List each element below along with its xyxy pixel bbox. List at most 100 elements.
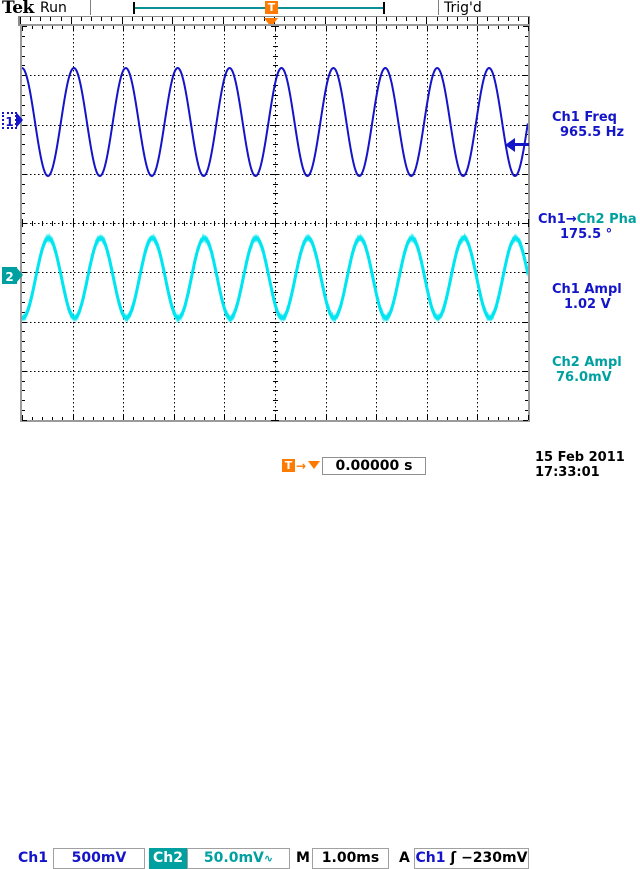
graticule-edge-tick	[447, 26, 448, 29]
graticule-center-tick	[271, 125, 279, 126]
graticule-edge-tick	[525, 203, 528, 204]
ruler-tick	[183, 17, 184, 21]
measurement-ch1-ch2-phase[interactable]: Ch1→Ch2 Pha 175.5 °	[538, 212, 637, 242]
graticule-center-tick	[366, 221, 367, 226]
graticule-center-tick	[273, 56, 278, 57]
graticule-edge-tick	[386, 26, 387, 29]
ruler-tick	[508, 17, 509, 21]
graticule-center-tick	[518, 221, 519, 226]
graticule-center-tick	[73, 219, 74, 227]
graticule-center-tick	[447, 221, 448, 226]
graticule-center-tick	[273, 105, 278, 106]
graticule-edge-tick	[525, 154, 528, 155]
ch1-setting-label[interactable]: Ch1	[18, 850, 48, 866]
graticule-edge-tick	[525, 341, 528, 342]
graticule-edge-tick	[525, 312, 528, 313]
graticule-edge-tick	[523, 75, 528, 76]
ruler-tick	[355, 17, 356, 21]
graticule-edge-tick	[376, 26, 377, 31]
trigger-settings[interactable]: Ch1 ʃ −230mV	[414, 848, 529, 869]
graticule-center-tick	[285, 221, 286, 226]
graticule-edge-tick	[22, 253, 25, 254]
status-separator-left	[90, 0, 91, 15]
ruler-tick	[518, 17, 519, 21]
ch2-vertical-scale[interactable]: 50.0mV∿	[187, 848, 290, 869]
measurement-ch1-ampl-label: Ch1 Ampl	[552, 282, 622, 297]
ruler-tick	[81, 17, 82, 21]
graticule-center-tick	[273, 154, 278, 155]
graticule-edge-tick	[22, 95, 25, 96]
graticule-center-tick	[271, 75, 279, 76]
ruler-tick	[61, 17, 62, 21]
graticule-edge-tick	[22, 174, 27, 175]
measurement-ch1-freq[interactable]: Ch1 Freq 965.5 Hz	[552, 110, 624, 140]
graticule-edge-tick	[525, 253, 528, 254]
graticule-edge-tick	[123, 26, 124, 31]
graticule-center-tick	[271, 223, 279, 224]
graticule-edge-tick	[528, 415, 529, 420]
graticule-edge-tick	[133, 26, 134, 29]
graticule-edge-tick	[22, 410, 25, 411]
graticule-center-tick	[255, 221, 256, 226]
measurement-phase-label-suffix: Ch2 Pha	[576, 212, 637, 227]
graticule-edge-tick	[326, 415, 327, 420]
top-status-bar: Tek Run Trig'd	[0, 0, 640, 18]
graticule-center-tick	[488, 221, 489, 226]
graticule-edge-tick	[214, 26, 215, 29]
graticule-center-tick	[204, 221, 205, 226]
ruler-tick	[162, 17, 163, 21]
measurement-ch2-ampl[interactable]: Ch2 Ampl 76.0mV	[552, 355, 622, 385]
trigger-level-marker[interactable]	[505, 138, 529, 152]
graticule-edge-tick	[22, 233, 25, 234]
graticule-edge-tick	[518, 417, 519, 420]
graticule-center-tick	[273, 253, 278, 254]
ch1-vertical-scale[interactable]: 500mV	[53, 848, 145, 869]
trigger-position-marker-top[interactable]: T	[265, 1, 278, 14]
graticule-center-tick	[407, 221, 408, 226]
graticule-edge-tick	[204, 26, 205, 29]
graticule-center-tick	[336, 221, 337, 226]
graticule-center-tick	[113, 221, 114, 226]
graticule-center-tick	[273, 341, 278, 342]
graticule-edge-tick	[488, 417, 489, 420]
datetime-readout: 15 Feb 2011 17:33:01	[535, 450, 625, 480]
ruler-tick	[426, 17, 427, 25]
graticule-edge-tick	[22, 75, 27, 76]
graticule-edge-tick	[525, 410, 528, 411]
horizontal-position-value[interactable]: 0.00000 s	[322, 457, 426, 475]
graticule-edge-tick	[305, 417, 306, 420]
graticule-edge-tick	[235, 417, 236, 420]
graticule-edge-tick	[174, 415, 175, 420]
graticule-edge-tick	[525, 361, 528, 362]
ch2-marker[interactable]: 2	[2, 267, 23, 284]
graticule-edge-tick	[133, 417, 134, 420]
graticule-center-tick	[164, 221, 165, 226]
graticule-edge-tick	[214, 417, 215, 420]
ch2-setting-label[interactable]: Ch2	[149, 848, 187, 869]
graticule-edge-tick	[417, 417, 418, 420]
ruler-tick	[498, 17, 499, 21]
timebase-value[interactable]: 1.00ms	[312, 848, 389, 869]
graticule-edge-tick	[477, 415, 478, 420]
graticule-edge-tick	[22, 341, 25, 342]
graticule-edge-tick	[22, 46, 25, 47]
graticule-center-tick	[376, 219, 377, 227]
graticule-edge-tick	[523, 371, 528, 372]
ruler-tick	[142, 17, 143, 21]
graticule-edge-tick	[356, 417, 357, 420]
graticule-edge-tick	[525, 164, 528, 165]
graticule-edge-tick	[22, 85, 25, 86]
graticule-center-tick	[273, 390, 278, 391]
graticule-edge-tick	[525, 233, 528, 234]
ch1-marker[interactable]: 1	[2, 112, 23, 129]
graticule-border	[20, 24, 530, 422]
measurement-ch1-ampl[interactable]: Ch1 Ampl 1.02 V	[552, 282, 622, 312]
graticule-edge-tick	[285, 417, 286, 420]
graticule-edge-tick	[22, 415, 23, 420]
graticule-center-tick	[52, 221, 53, 226]
graticule-edge-tick	[143, 26, 144, 29]
graticule-edge-tick	[525, 193, 528, 194]
ruler-tick	[325, 17, 326, 25]
graticule-center-tick	[265, 221, 266, 226]
graticule-center-tick	[271, 174, 279, 175]
